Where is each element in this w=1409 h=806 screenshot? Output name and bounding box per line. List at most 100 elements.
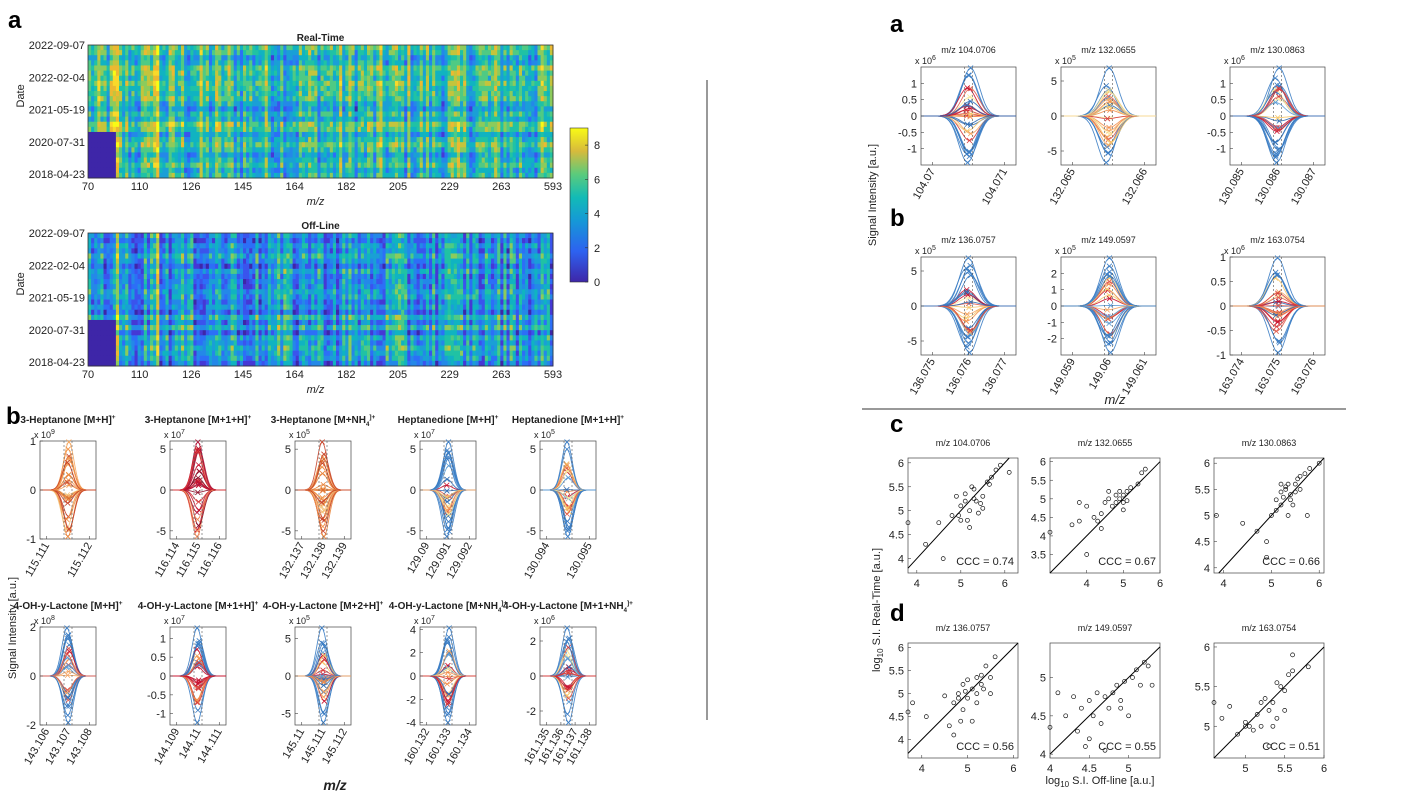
heatmap-cell xyxy=(326,258,331,265)
heatmap-cell xyxy=(128,96,132,102)
heatmap-cell xyxy=(540,238,545,244)
heatmap-cell xyxy=(534,253,538,260)
heatmap-cell xyxy=(249,75,253,82)
heatmap-cell xyxy=(370,70,374,77)
heatmap-cell xyxy=(115,65,120,72)
heatmap-cell xyxy=(463,167,467,174)
heatmap-cell xyxy=(205,263,210,270)
heatmap-cell xyxy=(125,268,129,275)
heatmap-cell xyxy=(274,126,278,133)
heatmap-cell xyxy=(264,50,269,56)
heatmap-cell xyxy=(429,258,433,265)
heatmap-cell xyxy=(143,131,148,138)
heatmap-cell xyxy=(339,121,343,128)
heatmap-cell xyxy=(388,80,393,87)
heatmap-cell xyxy=(373,253,377,260)
heatmap-cell xyxy=(416,75,421,82)
heatmap-cell xyxy=(332,50,337,56)
heatmap-cell xyxy=(484,147,489,153)
heatmap-cell xyxy=(487,238,492,244)
heatmap-cell xyxy=(112,147,117,153)
heatmap-cell xyxy=(453,116,458,123)
heatmap-cell xyxy=(447,167,452,174)
heatmap-cell xyxy=(416,167,421,174)
heatmap-cell xyxy=(320,147,325,153)
heatmap-cell xyxy=(422,60,427,66)
heatmap-cell xyxy=(100,131,104,138)
heatmap-cell xyxy=(481,167,486,174)
heatmap-cell xyxy=(168,80,173,87)
heatmap-cell xyxy=(484,258,489,265)
heatmap-cell xyxy=(140,60,145,66)
heatmap-cell xyxy=(153,263,157,270)
heatmap-cell xyxy=(212,157,216,164)
heatmap-cell xyxy=(404,126,408,133)
heatmap-cell xyxy=(549,243,554,249)
heatmap-cell xyxy=(261,162,266,169)
heatmap-cell xyxy=(522,111,526,118)
heatmap-cell xyxy=(218,111,222,118)
heatmap-cell xyxy=(292,137,297,143)
heatmap-cell xyxy=(394,131,399,138)
heatmap-cell xyxy=(88,238,92,244)
heatmap-cell xyxy=(326,106,331,112)
heatmap-cell xyxy=(484,126,489,133)
heatmap-cell xyxy=(261,157,266,164)
heatmap-cell xyxy=(212,65,216,72)
heatmap-cell xyxy=(97,268,101,275)
heatmap-cell xyxy=(119,258,123,265)
heatmap-cell xyxy=(522,137,526,143)
heatmap-cell xyxy=(509,85,514,92)
heatmap-cell xyxy=(230,126,235,133)
heatmap-cell xyxy=(438,131,442,138)
heatmap-cell xyxy=(131,60,135,66)
heatmap-cell xyxy=(376,45,380,51)
heatmap-cell xyxy=(137,243,142,249)
heatmap-cell xyxy=(146,248,151,254)
heatmap-cell xyxy=(125,65,129,72)
heatmap-cell xyxy=(351,248,356,254)
heatmap-cell xyxy=(224,147,228,153)
heatmap-cell xyxy=(453,106,458,112)
heatmap-cell xyxy=(540,70,545,77)
heatmap-cell xyxy=(159,60,163,66)
heatmap-cell xyxy=(444,162,449,169)
heatmap-cell xyxy=(261,172,266,179)
heatmap-cell xyxy=(367,152,371,159)
heatmap-cell xyxy=(292,243,297,249)
heatmap-cell xyxy=(143,101,148,107)
heatmap-cell xyxy=(522,65,526,72)
panel-label-left-a: a xyxy=(8,7,22,34)
heatmap-cell xyxy=(215,111,219,118)
heatmap-cell xyxy=(329,96,334,102)
heatmap-cell xyxy=(202,111,207,118)
heatmap-cell xyxy=(243,248,247,254)
heatmap-cell xyxy=(246,152,250,159)
heatmap-cell xyxy=(388,258,393,265)
heatmap-cell xyxy=(227,243,232,249)
heatmap-cell xyxy=(447,147,452,153)
heatmap-cell xyxy=(289,91,294,97)
heatmap-cell xyxy=(360,172,365,179)
heatmap-cell xyxy=(528,248,532,254)
heatmap-cell xyxy=(382,258,387,265)
heatmap-cell xyxy=(122,101,126,107)
heatmap-cell xyxy=(481,152,486,159)
heatmap-cell xyxy=(472,45,476,51)
heatmap-cell xyxy=(171,70,176,77)
heatmap-cell xyxy=(410,101,414,107)
heatmap-cell xyxy=(398,131,402,138)
heatmap-cell xyxy=(481,253,486,260)
heatmap-cell xyxy=(230,167,235,174)
heatmap-cell xyxy=(388,172,393,179)
heatmap-cell xyxy=(224,116,228,123)
heatmap-cell xyxy=(407,80,411,87)
heatmap-cell xyxy=(444,101,449,107)
heatmap-cell xyxy=(323,126,328,133)
heatmap-cell xyxy=(518,152,523,159)
heatmap-cell xyxy=(475,45,480,51)
heatmap-xtick: 70 xyxy=(82,181,94,193)
heatmap-cell xyxy=(184,60,188,66)
heatmap-cell xyxy=(125,80,129,87)
heatmap-cell xyxy=(255,248,259,254)
